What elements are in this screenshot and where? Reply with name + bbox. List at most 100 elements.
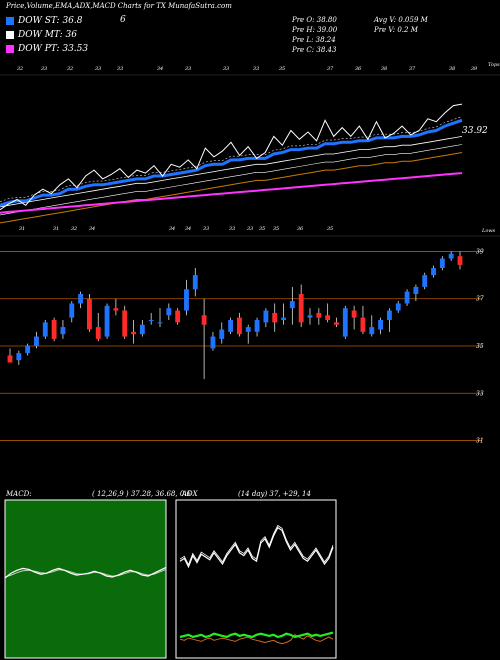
candle-body — [25, 346, 31, 354]
candle-body — [245, 327, 251, 332]
candle-body — [422, 275, 428, 287]
stat-prev-open: Pre O: 38.80 — [292, 16, 337, 24]
legend-item-dow-pt: DOW PT: 33.53 — [6, 42, 88, 56]
candle-body — [351, 310, 357, 318]
adx-params: (14 day) 37, +29, 14 — [238, 490, 311, 498]
top-tick-label: 33 — [41, 66, 47, 72]
ema-long-line — [0, 172, 463, 214]
candle-body — [157, 322, 163, 324]
ema-extra-line — [0, 152, 463, 224]
candle-body — [413, 286, 419, 294]
legend-label-dow-pt: DOW PT: 33.53 — [18, 44, 89, 54]
adx-label: ADX — [182, 490, 198, 498]
candle-body — [113, 308, 119, 311]
candle-body — [86, 298, 92, 330]
ema-mid-line-2 — [0, 144, 463, 216]
top-tick-label: 33 — [117, 66, 123, 72]
candle-body — [16, 353, 22, 361]
bottom-tick-label: 35 — [327, 226, 333, 232]
candle-body — [263, 310, 269, 323]
candle-body — [69, 303, 75, 318]
legend-item-dow-mt: DOW MT: 36 — [6, 28, 88, 42]
stat-prev-close: Pre C: 38.43 — [292, 46, 337, 54]
bottom-tick-label: 32 — [71, 226, 77, 232]
candle-body — [298, 294, 304, 323]
lows-axis-note: Lows — [481, 228, 496, 234]
top-tick-label: 32 — [67, 66, 73, 72]
top-tick-label: 33 — [223, 66, 229, 72]
bottom-tick-label: 36 — [297, 226, 304, 232]
tops-axis-note: Tops — [488, 62, 500, 68]
candle-body — [122, 310, 128, 337]
stats-prev-ohlc: Pre O: 38.80 Pre H: 39.00 Pre L: 38.24 P… — [292, 15, 337, 55]
candle-body — [236, 317, 242, 335]
plus-di-line — [179, 631, 334, 639]
candle-body — [448, 253, 454, 259]
top-tick-label: 36 — [355, 66, 362, 72]
ema-value-label: 33.92 — [462, 126, 488, 136]
minus-di-line — [179, 634, 334, 645]
macd-line — [4, 566, 167, 579]
bottom-tick-label: 35 — [259, 226, 265, 232]
bottom-tick-label: 35 — [273, 226, 279, 232]
top-tick-label: 38 — [381, 66, 387, 72]
price-axis-label: 31 — [476, 438, 484, 445]
candle-body — [104, 305, 110, 337]
legend-swatch-dow-st — [6, 17, 14, 25]
top-tick-label: 33 — [185, 66, 191, 72]
price-axis-label: 35 — [476, 343, 484, 350]
candle-body — [254, 320, 260, 332]
candle-body — [219, 329, 225, 339]
bottom-tick-label: 34 — [185, 226, 191, 232]
legend-swatch-dow-mt — [6, 31, 14, 39]
macd-params: ( 12,26,9 ) 37.28, 36.68, 0.6 — [92, 490, 191, 498]
legend: DOW ST: 36.8 DOW MT: 36 DOW PT: 33.53 — [6, 14, 88, 56]
price-axis-label: 37 — [476, 296, 484, 303]
macd-label: MACD: — [6, 490, 32, 498]
candle-body — [360, 317, 366, 332]
candle-body — [431, 268, 436, 276]
candle-body — [281, 317, 286, 320]
candle-body — [34, 336, 39, 346]
price-axis-label: 33 — [476, 390, 484, 397]
candle-body — [175, 310, 181, 323]
bottom-tick-label: 33 — [203, 226, 209, 232]
candle-body — [210, 336, 216, 349]
candle-body — [334, 322, 339, 325]
candle-body — [166, 308, 172, 316]
candle-body — [228, 320, 234, 332]
top-tick-label: 35 — [279, 66, 285, 72]
stat-prev-low: Pre L: 38.24 — [292, 36, 336, 44]
top-tick-label: 33 — [95, 66, 101, 72]
candle-body — [342, 308, 348, 337]
top-tick-label: 32 — [17, 66, 23, 72]
candle-body — [325, 315, 331, 320]
top-tick-label: 39 — [471, 66, 478, 72]
top-tick-label: 37 — [409, 66, 416, 72]
candle-body — [395, 303, 401, 311]
top-tick-label: 34 — [157, 66, 163, 72]
legend-item-dow-st: DOW ST: 36.8 — [6, 14, 88, 28]
macd-panel — [4, 499, 167, 659]
price-axis-label: 39 — [476, 248, 484, 255]
ema-mid-line — [0, 136, 463, 208]
candle-body — [439, 258, 445, 268]
candle-body — [404, 291, 410, 304]
stat-avg-volume: Avg V: 0.059 M — [374, 16, 428, 24]
bottom-tick-label: 34 — [169, 226, 175, 232]
bottom-tick-label: 31 — [53, 226, 59, 232]
adx-line — [179, 526, 334, 569]
candle-body — [289, 301, 295, 309]
chart-title: Price,Volume,EMA,ADX,MACD Charts for TX … — [6, 2, 232, 10]
candle-body — [7, 355, 13, 363]
stats-volume: Avg V: 0.059 M Pre V: 0.2 M — [374, 15, 428, 35]
stat-prev-volume: Pre V: 0.2 M — [374, 26, 418, 34]
candle-body — [369, 327, 375, 335]
candle-body — [78, 294, 84, 304]
legend-extra-number: 6 — [120, 15, 126, 25]
candle-body — [148, 320, 154, 321]
candle-body — [139, 324, 145, 335]
bottom-tick-label: 34 — [89, 226, 95, 232]
candle-body — [192, 275, 198, 290]
